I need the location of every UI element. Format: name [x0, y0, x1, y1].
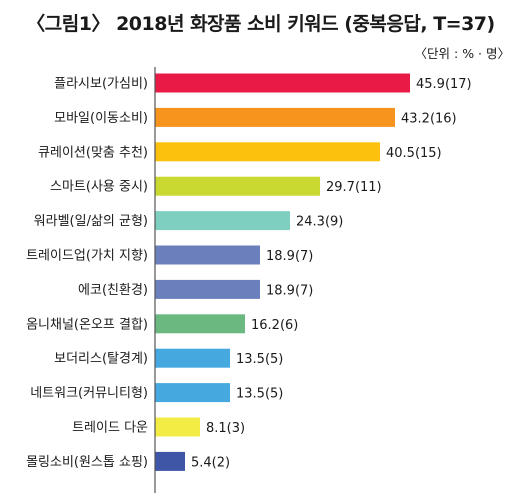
bar [155, 348, 230, 368]
bar [155, 383, 230, 403]
value-label: 29.7(11) [326, 180, 382, 195]
bar [155, 211, 290, 231]
unit-label: 〈단위 : % · 명〉 [414, 46, 510, 61]
category-label: 에코(친환경) [78, 283, 148, 298]
bar [155, 417, 200, 437]
category-label: 스마트(사용 중시) [50, 180, 148, 195]
value-label: 5.4(2) [191, 455, 230, 470]
category-label: 플라시보(가심비) [54, 77, 148, 92]
category-label: 트레이드 다운 [72, 421, 148, 436]
value-label: 18.9(7) [266, 283, 313, 298]
category-label: 모바일(이동소비) [54, 111, 148, 126]
bar [155, 73, 410, 93]
bar [155, 279, 260, 299]
value-label: 13.5(5) [236, 352, 283, 367]
value-label: 18.9(7) [266, 249, 313, 264]
value-label: 40.5(15) [386, 146, 442, 161]
bar [155, 314, 245, 334]
category-label: 몰링소비(원스톱 쇼핑) [26, 455, 148, 470]
category-label: 워라벨(일/삶의 균형) [34, 214, 148, 229]
value-label: 16.2(6) [251, 318, 298, 333]
category-label: 옴니채널(온오프 결합) [26, 317, 148, 332]
value-label: 8.1(3) [206, 421, 245, 436]
value-label: 13.5(5) [236, 387, 283, 402]
bar [155, 245, 260, 265]
bar [155, 107, 395, 127]
category-label: 보더리스(탈경계) [54, 352, 148, 367]
value-label: 43.2(16) [401, 111, 457, 126]
chart-title: 〈그림1〉 2018년 화장품 소비 키워드 (중복응답, T=37) [26, 13, 495, 35]
value-label: 45.9(17) [416, 77, 472, 92]
category-label: 트레이드업(가치 지향) [26, 249, 148, 264]
bar [155, 142, 380, 162]
value-label: 24.3(9) [296, 215, 343, 230]
bar [155, 176, 320, 196]
bar [155, 451, 185, 471]
category-label: 네트워크(커뮤니티형) [30, 386, 148, 401]
category-label: 큐레이션(맞춤 추천) [38, 145, 148, 160]
